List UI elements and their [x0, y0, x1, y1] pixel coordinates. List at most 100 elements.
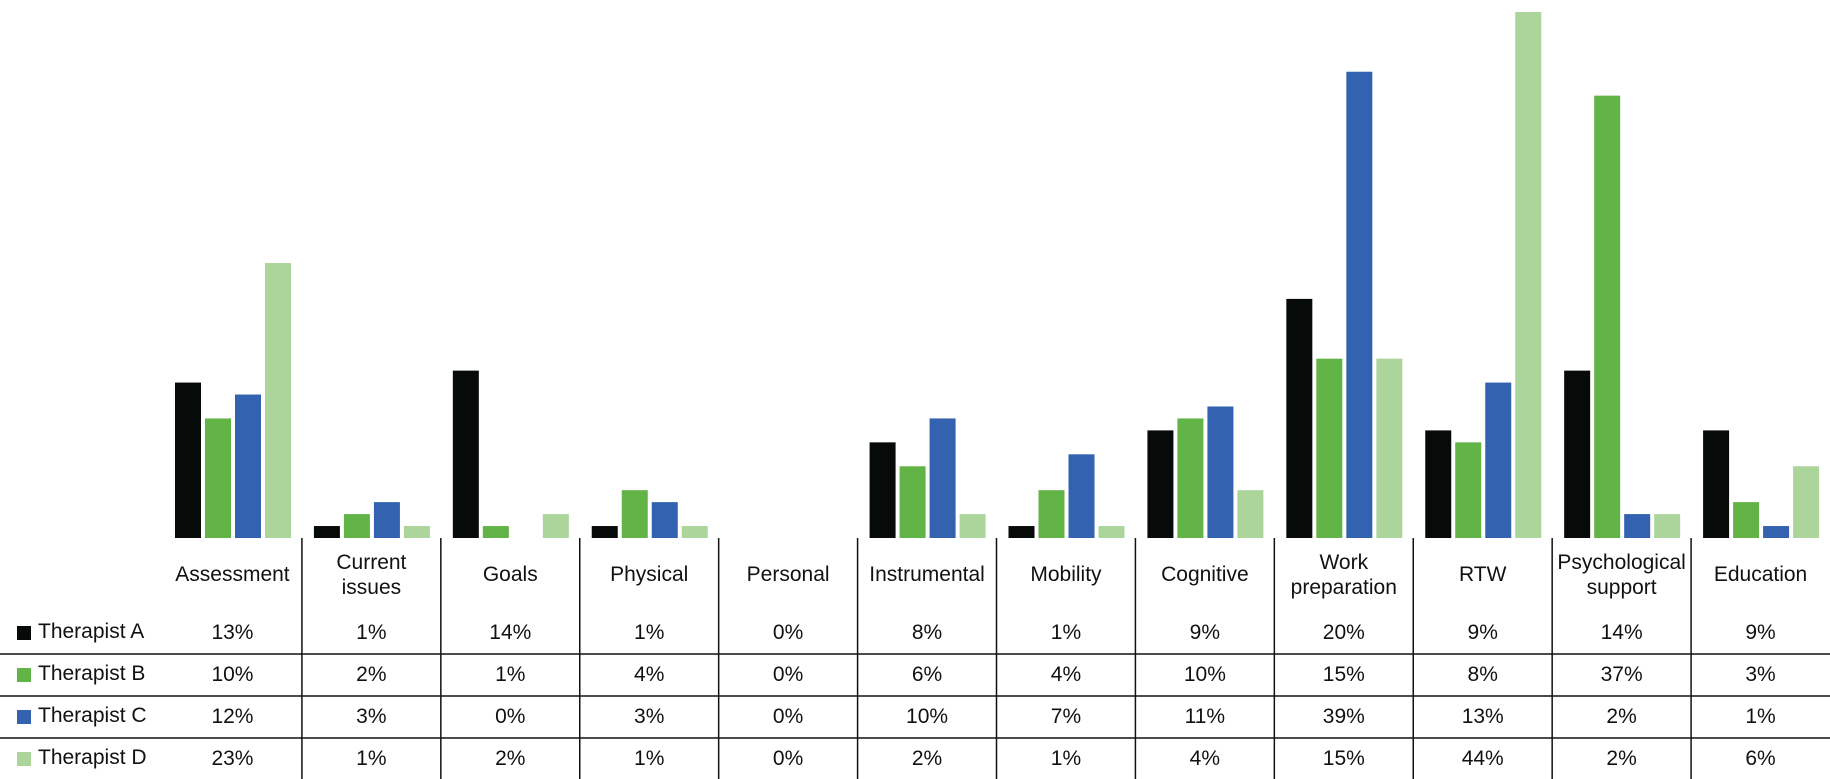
- bar: [175, 382, 201, 538]
- category-label: Current issues: [336, 550, 407, 599]
- table-value: 4%: [634, 663, 665, 687]
- bar: [403, 526, 430, 538]
- bar: [1237, 490, 1264, 538]
- table-value: 1%: [634, 747, 665, 771]
- bar: [1793, 466, 1820, 538]
- bar: [1733, 502, 1760, 538]
- bar: [1207, 406, 1234, 538]
- table-value: 15%: [1322, 663, 1365, 687]
- legend-swatch: [17, 668, 31, 682]
- table-value: 39%: [1322, 705, 1365, 729]
- table-value: 0%: [772, 663, 804, 687]
- table-value: 15%: [1322, 747, 1365, 771]
- bar: [1594, 95, 1621, 539]
- table-value: 2%: [911, 747, 943, 771]
- table-value: 0%: [772, 747, 804, 771]
- bar: [482, 526, 509, 538]
- bar: [1286, 298, 1313, 538]
- bar: [452, 370, 479, 538]
- table-value: 4%: [1189, 747, 1221, 771]
- table-value: 23%: [211, 747, 254, 771]
- bar: [1455, 442, 1482, 538]
- table-value: 1%: [1050, 747, 1082, 771]
- table-value: 13%: [1461, 705, 1504, 729]
- bar: [1177, 418, 1204, 538]
- bar: [313, 526, 340, 538]
- table-value: 44%: [1461, 747, 1504, 771]
- bar: [542, 514, 569, 538]
- table-value: 3%: [356, 705, 387, 729]
- legend-label: Therapist B: [38, 662, 146, 685]
- table-value: 10%: [906, 705, 949, 729]
- bar: [621, 490, 648, 538]
- category-label: RTW: [1458, 563, 1507, 587]
- bar: [1703, 430, 1730, 538]
- legend-label: Therapist C: [38, 704, 147, 727]
- bar: [205, 418, 231, 538]
- table-value: 1%: [1745, 705, 1776, 729]
- legend-swatch: [17, 626, 31, 640]
- bar: [929, 418, 956, 538]
- legend-label: Therapist D: [38, 746, 147, 769]
- bar: [373, 502, 400, 538]
- bar: [651, 502, 678, 538]
- table-value: 0%: [495, 705, 526, 729]
- category-label: Psychological support: [1557, 550, 1686, 599]
- table-value: 2%: [1606, 705, 1637, 729]
- table-value: 2%: [356, 663, 387, 687]
- table-value: 2%: [1606, 747, 1637, 771]
- bar: [1425, 430, 1452, 538]
- table-value: 20%: [1322, 621, 1365, 645]
- table-value: 0%: [772, 705, 804, 729]
- table-value: 14%: [489, 621, 532, 645]
- table-value: 6%: [911, 663, 943, 687]
- bar: [1316, 358, 1343, 538]
- table-value: 10%: [211, 663, 254, 687]
- table-value: 1%: [1050, 621, 1082, 645]
- table-value: 7%: [1050, 705, 1082, 729]
- category-label: Mobility: [1030, 563, 1102, 587]
- table-value: 37%: [1600, 663, 1643, 687]
- category-label: Goals: [482, 563, 538, 587]
- table-value: 13%: [211, 621, 254, 645]
- category-label: Assessment: [175, 563, 290, 587]
- table-value: 1%: [356, 621, 387, 645]
- bar: [591, 526, 618, 538]
- table-value: 9%: [1189, 621, 1221, 645]
- table-value: 3%: [1745, 663, 1776, 687]
- table-value: 4%: [1050, 663, 1082, 687]
- bar: [1068, 454, 1095, 538]
- table-value: 12%: [211, 705, 254, 729]
- table-value: 1%: [495, 663, 526, 687]
- category-label: Instrumental: [869, 563, 985, 587]
- table-value: 8%: [1467, 663, 1498, 687]
- category-label: Cognitive: [1161, 563, 1249, 587]
- table-value: 6%: [1745, 747, 1776, 771]
- bar: [869, 442, 896, 538]
- table-value: 9%: [1467, 621, 1498, 645]
- table-value: 14%: [1600, 621, 1643, 645]
- bar: [1008, 526, 1035, 538]
- table-value: 10%: [1183, 663, 1226, 687]
- bar: [681, 526, 708, 538]
- table-value: 11%: [1184, 705, 1226, 729]
- legend-swatch: [17, 752, 31, 766]
- bar: [1624, 514, 1651, 538]
- bar: [1346, 71, 1373, 538]
- bar: [959, 514, 986, 538]
- category-label: Physical: [610, 563, 689, 587]
- table-value: 3%: [634, 705, 665, 729]
- bar: [235, 394, 261, 538]
- table-value: 2%: [495, 747, 526, 771]
- table-value: 8%: [911, 621, 943, 645]
- bar: [1147, 430, 1174, 538]
- table-value: 0%: [772, 621, 804, 645]
- bar: [1564, 370, 1591, 538]
- table-value: 1%: [356, 747, 387, 771]
- legend-swatch: [17, 710, 31, 724]
- category-label: Education: [1713, 563, 1808, 587]
- bar: [1038, 490, 1065, 538]
- category-label: Personal: [746, 563, 830, 587]
